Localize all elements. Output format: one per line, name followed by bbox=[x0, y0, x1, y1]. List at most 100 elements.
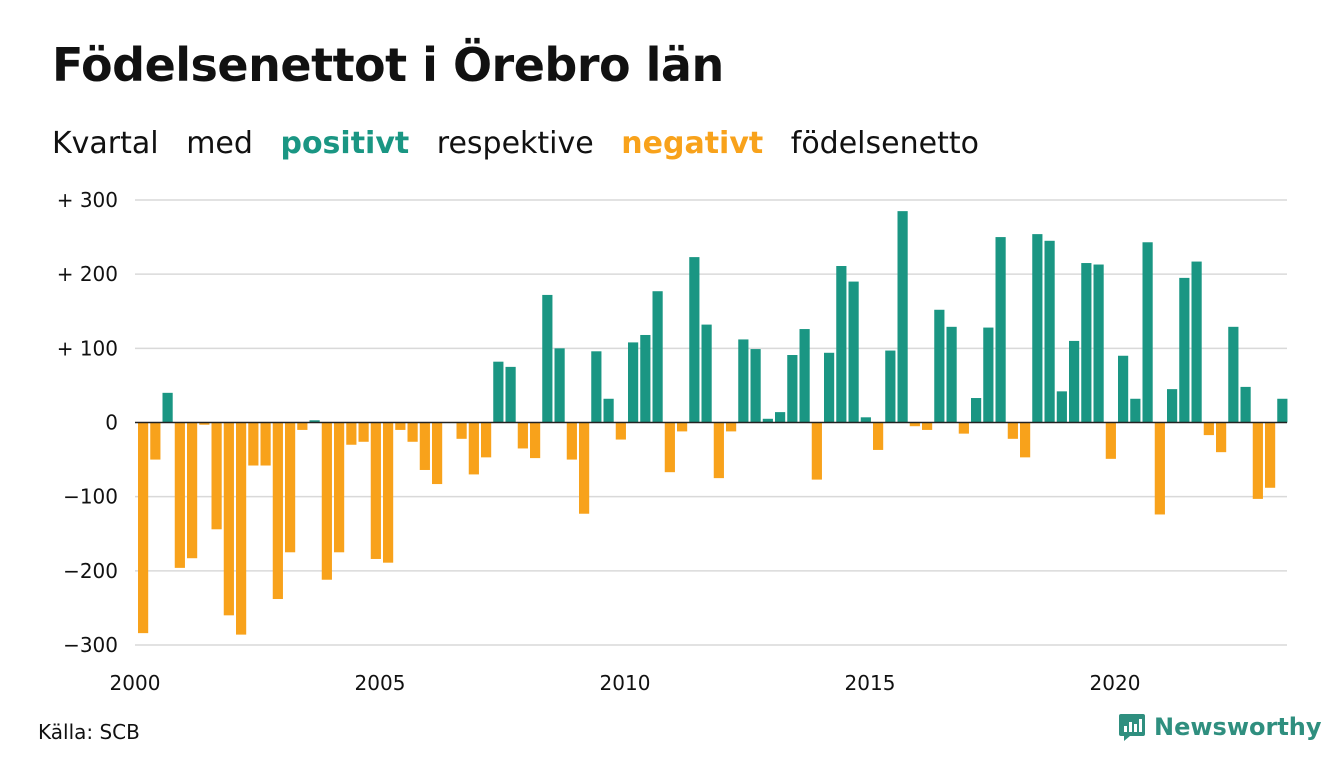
bar bbox=[162, 392, 173, 423]
bar bbox=[223, 422, 234, 616]
bar bbox=[873, 422, 884, 450]
subtitle-negative-label: negativt bbox=[621, 126, 764, 161]
bar bbox=[946, 326, 957, 423]
bar bbox=[505, 366, 516, 423]
bar bbox=[211, 422, 222, 530]
bar bbox=[603, 398, 614, 423]
bar bbox=[1265, 422, 1276, 488]
subtitle-word: med bbox=[186, 126, 253, 161]
bar bbox=[1191, 261, 1202, 423]
bar bbox=[860, 417, 871, 423]
bar bbox=[958, 422, 969, 434]
bar bbox=[1179, 277, 1190, 423]
newsworthy-logo-icon bbox=[1119, 714, 1145, 741]
bar bbox=[1056, 391, 1067, 423]
bar bbox=[517, 422, 528, 449]
bar bbox=[1277, 398, 1288, 423]
bar bbox=[689, 257, 700, 423]
bar bbox=[199, 422, 210, 425]
bar bbox=[1252, 422, 1263, 499]
bar bbox=[591, 351, 602, 423]
y-tick-label: + 200 bbox=[57, 262, 118, 286]
x-tick-label: 2005 bbox=[355, 671, 406, 695]
bar bbox=[1228, 326, 1239, 423]
bar bbox=[542, 294, 553, 423]
bar bbox=[1020, 422, 1031, 458]
y-tick-label: 0 bbox=[105, 411, 118, 435]
bar bbox=[750, 349, 761, 423]
y-tick-label: −100 bbox=[63, 485, 118, 509]
bar bbox=[1142, 242, 1153, 423]
bar bbox=[897, 211, 908, 423]
bar bbox=[1240, 386, 1251, 423]
bar bbox=[995, 237, 1006, 423]
bar bbox=[432, 422, 443, 485]
bar bbox=[799, 329, 810, 423]
bar bbox=[395, 422, 406, 430]
bar bbox=[468, 422, 479, 475]
bar bbox=[983, 327, 994, 423]
bar bbox=[934, 309, 945, 423]
bar-chart: + 300 + 200 + 100 0 −100 −200 −300 2000 2005 201… bbox=[57, 188, 1288, 695]
bar bbox=[370, 422, 381, 559]
x-tick-label: 2010 bbox=[600, 671, 651, 695]
bar bbox=[836, 266, 847, 423]
bar bbox=[738, 339, 749, 423]
bar bbox=[138, 422, 149, 634]
x-tick-label: 2015 bbox=[845, 671, 896, 695]
bar bbox=[1216, 422, 1227, 453]
chart-subtitle: Kvartal med positivt respektive negativt… bbox=[52, 126, 997, 161]
bar bbox=[1167, 389, 1178, 423]
subtitle-word: respektive bbox=[436, 126, 594, 161]
bar bbox=[1118, 355, 1129, 423]
y-tick-label: + 100 bbox=[57, 336, 118, 360]
bar bbox=[554, 348, 565, 423]
bar bbox=[383, 422, 394, 563]
bar bbox=[309, 420, 320, 423]
bar bbox=[1069, 340, 1080, 423]
bar bbox=[787, 355, 798, 423]
bar bbox=[1154, 422, 1165, 515]
bar bbox=[321, 422, 332, 580]
bar bbox=[1093, 264, 1104, 423]
bar bbox=[1007, 422, 1018, 439]
bar bbox=[272, 422, 283, 600]
bar bbox=[1203, 422, 1214, 436]
bar bbox=[885, 350, 896, 423]
bar bbox=[566, 422, 577, 460]
bar bbox=[628, 342, 639, 423]
bar bbox=[493, 361, 504, 423]
bar bbox=[174, 422, 185, 568]
x-tick-label: 2000 bbox=[110, 671, 161, 695]
subtitle-word: Kvartal bbox=[52, 126, 159, 161]
bar bbox=[652, 291, 663, 423]
bar bbox=[848, 281, 859, 423]
bar bbox=[346, 422, 357, 445]
bar bbox=[726, 422, 737, 432]
bar bbox=[1044, 240, 1055, 423]
bar bbox=[407, 422, 418, 442]
y-tick-label: −300 bbox=[63, 633, 118, 657]
y-tick-label: + 300 bbox=[57, 188, 118, 212]
y-axis-labels: + 300 + 200 + 100 0 −100 −200 −300 bbox=[57, 188, 118, 657]
bar bbox=[297, 422, 308, 430]
brand-logo: Newsworthy bbox=[1118, 712, 1322, 742]
bar bbox=[456, 422, 467, 439]
bar bbox=[260, 422, 271, 466]
bar bbox=[1130, 398, 1141, 423]
bars bbox=[138, 211, 1288, 635]
bar bbox=[762, 418, 773, 423]
bar bbox=[909, 422, 920, 427]
bar bbox=[187, 422, 198, 559]
subtitle-word: födelsenetto bbox=[790, 126, 979, 161]
y-tick-label: −200 bbox=[63, 559, 118, 583]
bar bbox=[677, 422, 688, 432]
bar bbox=[713, 422, 724, 479]
x-tick-label: 2020 bbox=[1090, 671, 1141, 695]
source-note: Källa: SCB bbox=[38, 720, 140, 744]
bar bbox=[1032, 234, 1043, 423]
bar bbox=[481, 422, 492, 458]
bar bbox=[334, 422, 345, 553]
bar bbox=[358, 422, 369, 442]
x-axis-labels: 2000 2005 2010 2015 2020 bbox=[110, 671, 1141, 695]
